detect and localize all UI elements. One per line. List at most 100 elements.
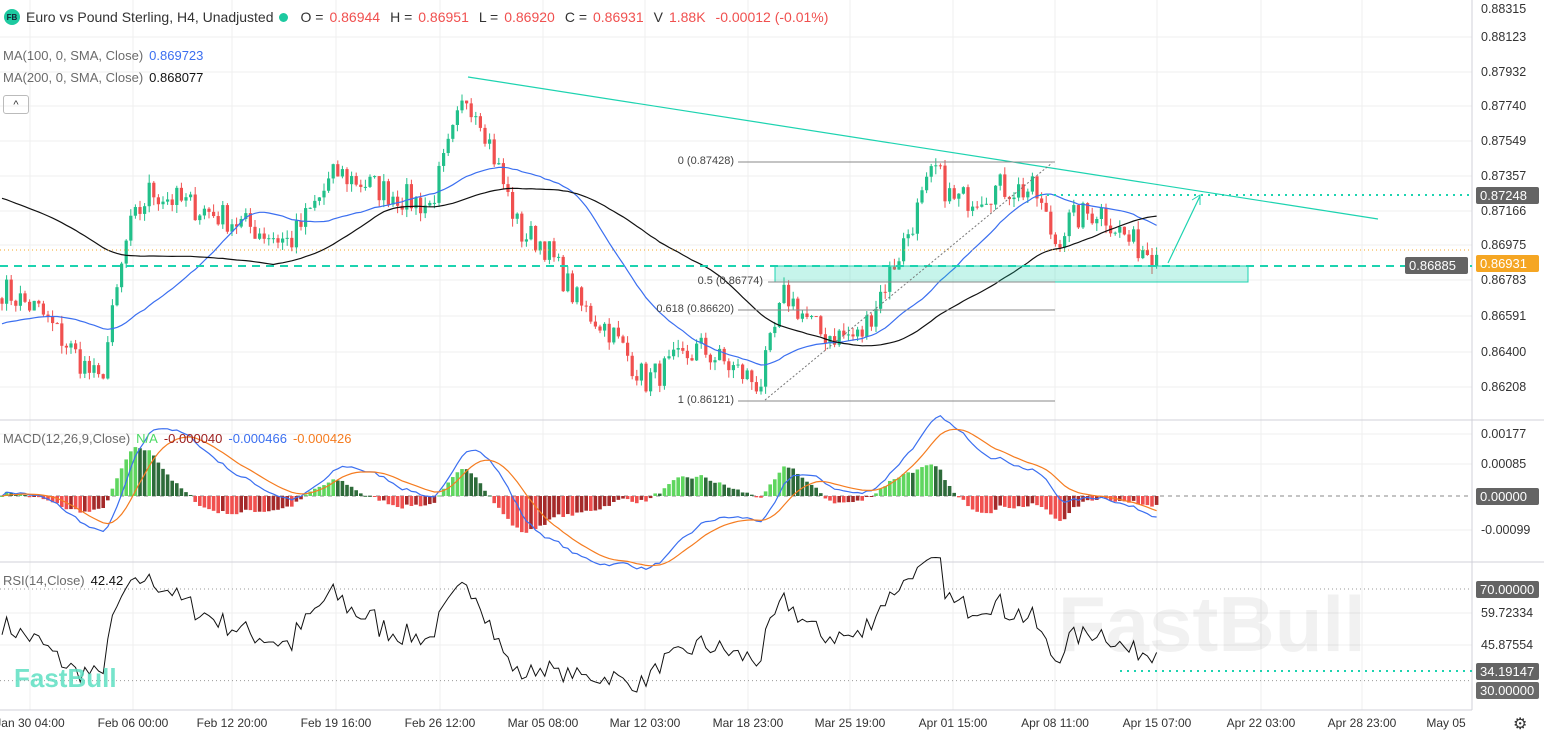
candle [400,205,404,210]
candle [915,202,919,234]
macd-histogram-bar [915,469,920,496]
macd-histogram-bar [740,492,745,496]
macd-histogram-bar [322,485,326,496]
macd-histogram-bar [1118,496,1122,501]
candle [833,336,837,345]
projection-arrow [1167,195,1201,264]
ma100-legend[interactable]: MA(100, 0, SMA, Close) 0.869723 [3,48,203,63]
candle [258,233,262,239]
macd-histogram-bar [14,494,18,496]
macd-histogram-bar [552,496,556,518]
macd-histogram-bar [671,480,676,496]
macd-histogram-bar [694,476,699,496]
macd-histogram-bar [313,488,317,496]
candle [78,349,82,374]
candle [879,291,883,309]
candle [672,349,676,357]
candle [409,184,413,209]
candle [575,287,579,303]
macd-histogram-bar [414,496,418,505]
candle [787,284,791,307]
macd-histogram-bar [230,496,234,515]
trend-line [467,76,1379,220]
macd-histogram-bar [198,496,202,506]
candle [340,169,344,177]
candle [18,293,22,306]
macd-histogram-bar [533,496,538,530]
rsi-value: 42.42 [90,573,124,588]
time-tick: Jan 30 04:00 [0,716,65,730]
candle [865,315,869,337]
candle [626,342,630,356]
candle [64,345,68,348]
time-tick: Apr 22 03:00 [1226,716,1296,730]
macd-histogram-bar [717,482,722,496]
candle [998,174,1002,186]
candle [345,169,349,185]
candle [1086,203,1090,214]
candle [538,241,542,251]
candle [676,348,680,350]
candle [1049,211,1053,235]
macd-histogram-bar [920,467,924,496]
macd-histogram-bar [115,478,119,496]
candle [106,342,110,379]
macd-histogram-bar [538,496,542,526]
macd-histogram-bar [46,496,50,501]
fastbull-watermark-small: FastBull [14,663,117,693]
ma200-legend[interactable]: MA(200, 0, SMA, Close) 0.868077 [3,70,203,85]
candle [363,186,367,188]
macd-histogram-bar [731,488,736,496]
macd-histogram-bar [1131,496,1136,501]
macd-histogram-bar [713,482,717,496]
macd-histogram-bar [271,496,276,511]
macd-histogram-bar [1003,496,1007,507]
candle [359,184,363,187]
time-tick: Feb 19 16:00 [300,716,372,730]
rsi-legend[interactable]: RSI(14,Close) 42.42 [3,573,123,588]
time-tick: Mar 25 19:00 [814,716,886,730]
macd-histogram-bar [699,475,703,496]
macd-histogram-bar [294,496,299,502]
macd-histogram-bar [911,472,915,496]
macd-histogram-bar [547,496,552,520]
macd-value: -0.000466 [228,431,287,446]
macd-histogram-bar [363,495,368,497]
time-tick: Apr 08 11:00 [1021,716,1089,730]
macd-histogram-bar [768,484,772,496]
macd-histogram-bar [593,496,598,511]
macd-histogram-bar [750,494,754,496]
macd-histogram-bar [612,496,616,502]
macd-histogram-bar [653,493,657,496]
candle [143,206,147,214]
macd-histogram-bar [1044,496,1048,510]
macd-histogram-bar [648,496,653,499]
macd-histogram-bar [1053,496,1058,519]
candle [759,386,763,392]
candle [175,187,179,205]
macd-signal-line [1,428,1157,567]
collapse-legend-button[interactable]: ^ [3,95,29,114]
candle [814,316,818,318]
macd-histogram-bar [193,496,197,502]
candle [161,201,165,205]
candle [768,333,772,351]
macd-histogram-bar [837,496,841,503]
price-tick: 0.87357 [1481,169,1527,183]
macd-histogram-bar [377,496,381,501]
ma100-value: 0.869723 [149,48,204,63]
candle [179,187,183,201]
macd-legend[interactable]: MACD(12,26,9,Close) N/A -0.000040 -0.000466… [3,431,352,446]
macd-histogram-bar [842,496,846,503]
macd-histogram-bar [37,496,41,498]
macd-histogram-bar [892,479,897,496]
candle [644,363,648,392]
settings-gear-icon[interactable]: ⚙ [1513,716,1528,733]
macd-histogram-bar [1127,496,1131,503]
target-price-tag: 0.87248 [1476,187,1539,204]
macd-histogram-bar [423,496,427,506]
macd-histogram-bar [727,487,731,496]
candle [718,348,722,361]
macd-histogram-bar [133,447,138,496]
